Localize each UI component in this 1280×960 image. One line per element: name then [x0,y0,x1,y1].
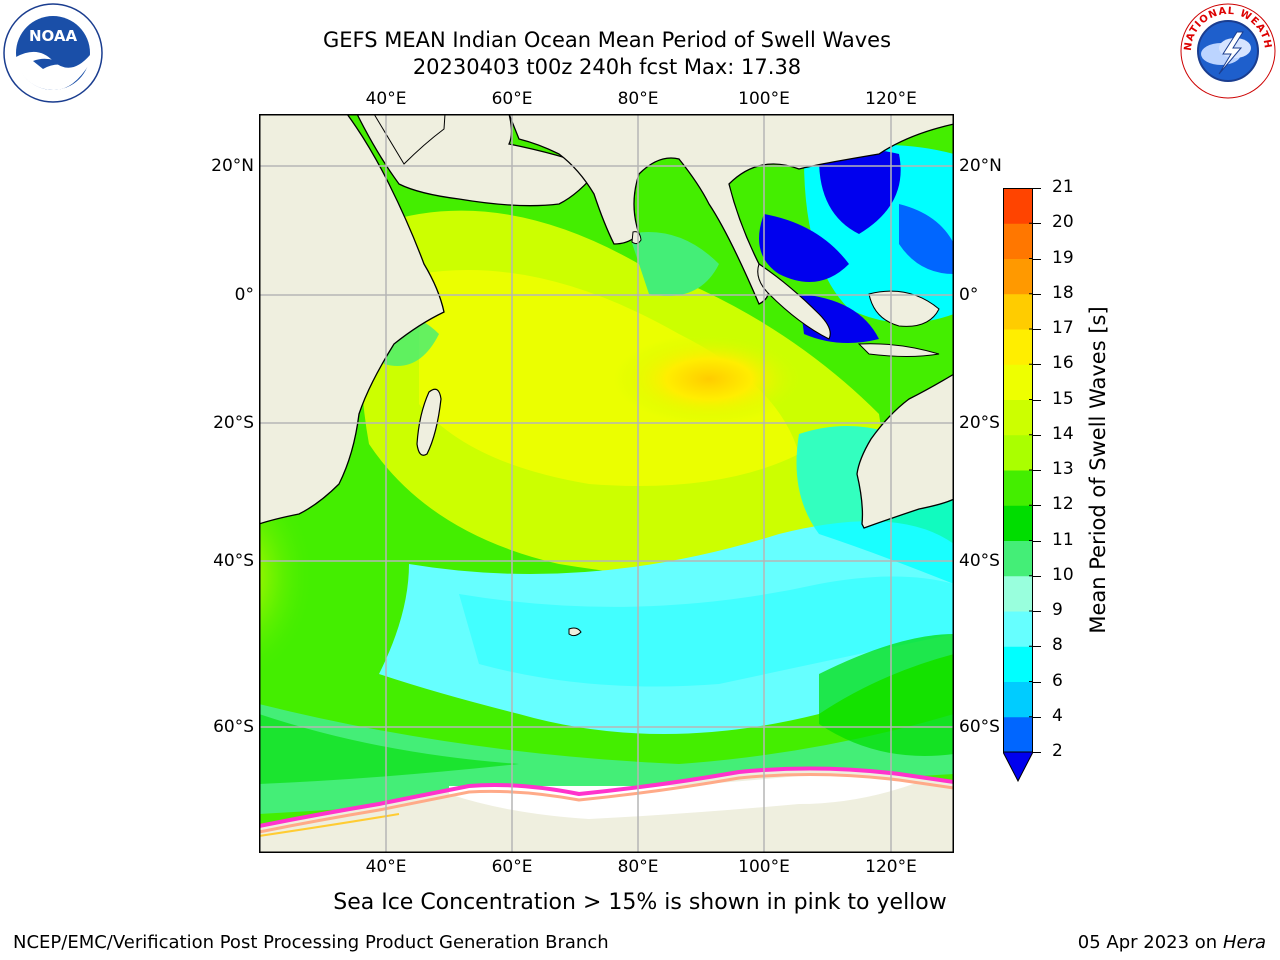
lat-tick-right: 0° [959,285,979,305]
lat-tick-right: 40°S [959,551,1000,571]
footer-date: 05 Apr 2023 on Hera [1078,932,1266,953]
lat-tick-right: 60°S [959,717,1000,737]
map-subtitle: 20230403 t00z 240h fcst Max: 17.38 [412,55,802,79]
colorbar-tick-label: 16 [1052,353,1074,374]
colorbar-tick-label: 11 [1052,529,1074,550]
colorbar [1003,188,1033,782]
noaa-logo: NOAA [3,3,103,103]
lon-tick-top: 40°E [365,89,407,109]
colorbar-tick-label: 19 [1052,247,1074,268]
colorbar-segment [1003,293,1033,330]
lon-tick-bottom: 120°E [865,857,917,877]
colorbar-segment [1003,434,1033,471]
map-title: GEFS MEAN Indian Ocean Mean Period of Sw… [322,28,892,52]
colorbar-segment [1003,188,1033,224]
lat-tick-left: 20°S [213,413,254,433]
lat-tick-left: 60°S [213,717,254,737]
footer-credit: NCEP/EMC/Verification Post Processing Pr… [13,932,609,953]
colorbar-under-arrow [1003,751,1033,782]
colorbar-segment [1003,611,1033,647]
colorbar-segment [1003,646,1033,682]
lat-tick-left: 20°N [211,156,254,176]
colorbar-tick-label: 18 [1052,282,1074,303]
colorbar-segment [1003,505,1033,541]
colorbar-tick-label: 15 [1052,388,1074,409]
colorbar-tick-label: 4 [1052,705,1063,726]
lon-tick-top: 60°E [491,89,533,109]
lat-tick-right: 20°N [959,156,1002,176]
lon-tick-bottom: 40°E [365,857,407,877]
lat-tick-left: 0° [234,285,254,305]
colorbar-segment [1003,540,1033,577]
lon-tick-bottom: 100°E [738,857,790,877]
colorbar-tick-label: 6 [1052,670,1063,691]
colorbar-segment [1003,399,1033,436]
colorbar-segment [1003,470,1033,506]
colorbar-tick-label: 20 [1052,212,1074,233]
colorbar-tick-label: 8 [1052,635,1063,656]
footer-date-text: 05 Apr 2023 on [1077,932,1223,953]
sea-ice-note: Sea Ice Concentration > 15% is shown in … [333,890,947,915]
svg-text:NOAA: NOAA [29,27,78,45]
map-plot [259,114,954,853]
colorbar-segment [1003,223,1033,259]
colorbar-title: Mean Period of Swell Waves [s] [1086,306,1110,634]
colorbar-segment [1003,258,1033,295]
lat-tick-left: 40°S [213,551,254,571]
colorbar-segment [1003,681,1033,718]
colorbar-segment [1003,364,1033,400]
lon-tick-top: 80°E [617,89,659,109]
colorbar-segment [1003,716,1033,753]
colorbar-tick-label: 14 [1052,423,1074,444]
lon-tick-top: 120°E [865,89,917,109]
colorbar-segment [1003,329,1033,365]
colorbar-tick-label: 10 [1052,564,1074,585]
footer-machine: Hera [1222,932,1266,953]
lat-tick-right: 20°S [959,413,1000,433]
colorbar-tick-label: 13 [1052,459,1074,479]
colorbar-segment [1003,575,1033,612]
lon-tick-bottom: 60°E [491,857,533,877]
colorbar-tick-label: 12 [1052,494,1074,515]
lon-tick-top: 100°E [738,89,790,109]
colorbar-tick-label: 17 [1052,318,1074,338]
colorbar-tick-label: 21 [1052,177,1074,197]
colorbar-tick-label: 9 [1052,600,1063,620]
nws-logo: NATIONAL WEATHER SERVICE [1179,2,1276,99]
lon-tick-bottom: 80°E [617,857,659,877]
colorbar-tick-label: 2 [1052,741,1063,761]
